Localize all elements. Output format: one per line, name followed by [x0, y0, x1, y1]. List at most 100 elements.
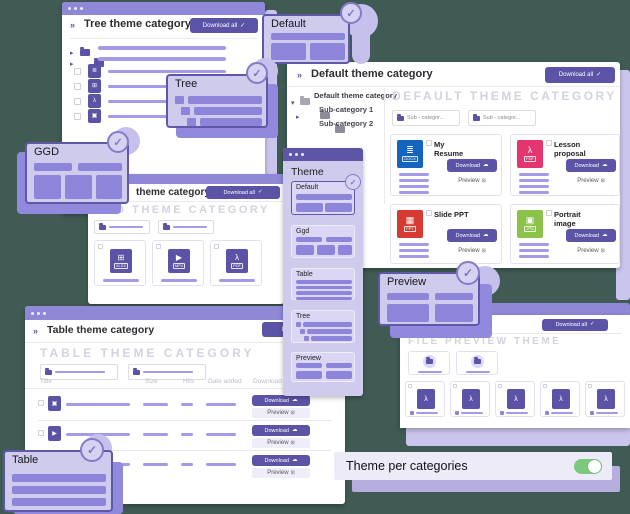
section-heading: TABLE THEME CATEGORY	[40, 346, 255, 360]
file-checkbox[interactable]	[156, 244, 161, 249]
default-mini-card: Default	[262, 14, 350, 64]
size-line	[143, 433, 168, 436]
tree-item-sub1[interactable]: Sub-category 1	[319, 105, 374, 114]
divider	[25, 388, 345, 389]
tree-item-sub2[interactable]: Sub-category 2	[319, 119, 374, 128]
folder-card[interactable]	[456, 351, 498, 375]
placeholder-line	[506, 412, 528, 414]
check-badge-icon	[345, 174, 361, 190]
divider	[88, 201, 284, 202]
file-checkbox[interactable]	[543, 384, 547, 388]
preview-mini-card: Preview	[378, 272, 480, 326]
folder-icon[interactable]	[80, 47, 90, 56]
column-header-size: Size	[145, 378, 158, 385]
placeholder-line	[519, 191, 549, 194]
placeholder-line	[416, 412, 438, 414]
hits-line	[181, 403, 193, 406]
theme-option-default[interactable]: Default	[291, 181, 355, 215]
check-badge-icon	[80, 438, 104, 462]
download-all-button[interactable]: Download all✓	[542, 319, 608, 331]
placeholder-bar	[326, 371, 352, 379]
placeholder-bar	[296, 285, 352, 289]
sub-category-button[interactable]	[94, 220, 150, 234]
download-all-button[interactable]: Download all✓	[190, 18, 258, 33]
preview-button[interactable]: Preview	[566, 245, 616, 256]
file-checkbox[interactable]	[98, 244, 103, 249]
file-icon	[48, 426, 61, 441]
preview-button[interactable]: Preview	[252, 468, 310, 478]
file-checkbox[interactable]	[453, 384, 457, 388]
placeholder-line	[399, 249, 429, 252]
file-checkbox[interactable]	[214, 244, 219, 249]
file-checkbox[interactable]	[74, 83, 81, 90]
file-checkbox[interactable]	[546, 140, 552, 146]
doc-file-icon	[88, 64, 101, 78]
theme-option-ggd[interactable]: Ggd	[291, 225, 355, 258]
folder-card[interactable]	[408, 351, 450, 375]
file-checkbox[interactable]	[426, 210, 432, 216]
sub-category-button[interactable]: Sub - categor...	[392, 110, 460, 126]
placeholder-bar	[310, 43, 345, 60]
tree-item-root[interactable]: Default theme category	[314, 91, 397, 100]
sub-category-button[interactable]: Sub - categor...	[468, 110, 536, 126]
expand-caret-icon[interactable]	[296, 106, 300, 124]
placeholder-line	[418, 371, 442, 373]
download-button[interactable]: Download ☁	[252, 455, 310, 466]
placeholder-bar	[12, 498, 106, 506]
placeholder-bar	[271, 33, 345, 40]
file-checkbox[interactable]	[588, 384, 592, 388]
download-button[interactable]: Download ☁	[566, 159, 616, 172]
row-divider	[38, 450, 332, 451]
file-checkbox[interactable]	[408, 384, 412, 388]
file-checkbox[interactable]	[74, 68, 81, 75]
chevrons-icon: »	[70, 20, 75, 30]
sub-category-button[interactable]	[40, 364, 118, 380]
file-card-slide-ppt: PPT Slide PPT Download☁ Preview	[390, 204, 502, 264]
file-checkbox[interactable]	[74, 98, 81, 105]
preview-button[interactable]: Preview	[447, 245, 497, 256]
file-card	[450, 381, 490, 417]
file-checkbox[interactable]	[74, 113, 81, 120]
pdf-file-icon: PDF	[226, 249, 248, 273]
theme-option-tree[interactable]: Tree	[291, 310, 355, 343]
mini-card-title: GGD	[34, 146, 60, 158]
placeholder-square	[175, 96, 184, 104]
theme-option-preview[interactable]: Preview	[291, 352, 355, 382]
placeholder-line	[519, 255, 549, 258]
toggle-knob[interactable]	[588, 460, 601, 473]
collapse-caret-icon[interactable]	[291, 92, 295, 110]
placeholder-line	[519, 173, 549, 176]
file-checkbox[interactable]	[498, 384, 502, 388]
download-button[interactable]: Download ☁	[447, 229, 497, 242]
file-card	[495, 381, 535, 417]
expand-caret-icon[interactable]	[70, 53, 74, 71]
placeholder-bar	[296, 280, 352, 284]
download-button[interactable]: Download ☁	[252, 425, 310, 436]
preview-button[interactable]: Preview	[447, 175, 497, 186]
folder-icon	[320, 110, 331, 119]
file-checkbox[interactable]	[546, 210, 552, 216]
download-all-button[interactable]: Download all✓	[206, 186, 280, 199]
theme-toggle-switch[interactable]	[574, 459, 602, 474]
theme-option-table[interactable]: Table	[291, 268, 355, 300]
row-checkbox[interactable]	[38, 430, 44, 436]
file-type-badge: XLSX	[113, 262, 129, 269]
placeholder-line	[519, 249, 549, 252]
file-checkbox[interactable]	[426, 140, 432, 146]
preview-button[interactable]: Preview	[566, 175, 616, 186]
download-all-button[interactable]: Download all✓	[545, 67, 615, 83]
preview-button[interactable]: Preview	[252, 438, 310, 448]
download-button[interactable]: Download ☁	[252, 395, 310, 406]
placeholder-bar	[303, 322, 352, 327]
placeholder-line	[519, 179, 549, 182]
placeholder-line	[596, 412, 618, 414]
download-button[interactable]: Download ☁	[566, 229, 616, 242]
placeholder-bar	[435, 304, 473, 322]
column-header-hits: Hits	[183, 378, 195, 385]
sub-category-button[interactable]	[128, 364, 206, 380]
sub-category-button[interactable]	[158, 220, 214, 234]
preview-button[interactable]: Preview	[252, 408, 310, 418]
download-button[interactable]: Download ☁	[447, 159, 497, 172]
file-card-lesson-proposal: PDF Lesson proposal Download☁ Preview	[510, 134, 620, 196]
row-checkbox[interactable]	[38, 400, 44, 406]
